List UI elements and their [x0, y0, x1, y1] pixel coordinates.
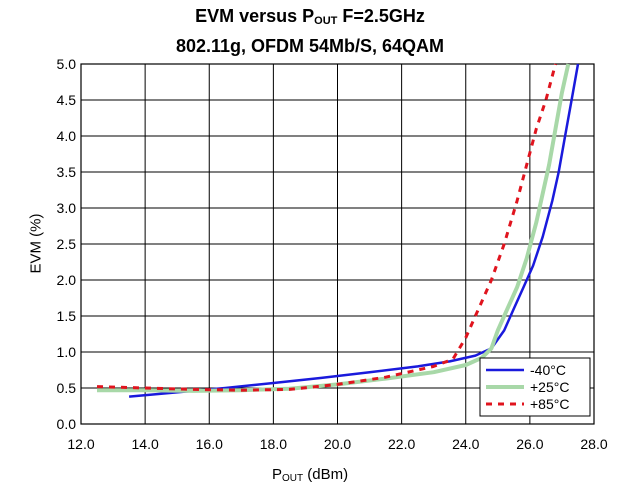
series-line [128, 63, 580, 398]
y-tick-label: 4.0 [57, 128, 77, 144]
y-tick-label: 3.0 [57, 200, 77, 216]
x-tick-label: 20.0 [324, 436, 351, 452]
y-tick-label: 4.5 [57, 92, 77, 108]
x-tick-label: 16.0 [196, 436, 223, 452]
x-tick-label: 12.0 [67, 436, 94, 452]
x-axis-label: POUT (dBm) [271, 466, 349, 484]
plot-frame [80, 63, 595, 425]
series-line [96, 63, 557, 392]
y-tick-label: 1.5 [57, 308, 77, 324]
legend-label: -40°C [530, 362, 566, 378]
x-tick-label: 22.0 [388, 436, 415, 452]
y-tick-label: 1.0 [57, 344, 77, 360]
legend-label: +25°C [530, 379, 569, 395]
y-tick-label: 0.0 [57, 416, 77, 432]
x-tick-label: 18.0 [260, 436, 287, 452]
y-tick-label: 3.5 [57, 164, 77, 180]
x-tick-label: 14.0 [132, 436, 159, 452]
x-tick-label: 28.0 [580, 436, 607, 452]
legend-label: +85°C [530, 396, 569, 412]
chart-title: EVM versus POUT F=2.5GHz [195, 6, 425, 27]
x-tick-label: 26.0 [516, 436, 543, 452]
y-tick-label: 5.0 [57, 56, 77, 72]
y-tick-label: 2.5 [57, 236, 77, 252]
chart-subtitle: 802.11g, OFDM 54Mb/S, 64QAM [175, 36, 445, 56]
series-line [97, 63, 571, 393]
y-axis-label: EVM (%) [27, 213, 45, 274]
y-tick-label: 0.5 [57, 380, 77, 396]
y-tick-label: 2.0 [57, 272, 77, 288]
x-tick-label: 24.0 [452, 436, 479, 452]
